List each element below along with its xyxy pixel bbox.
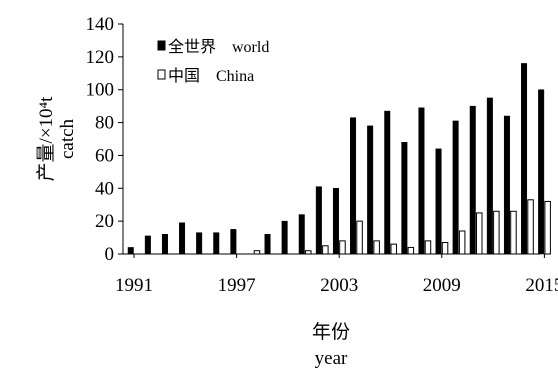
bar-world-2002 bbox=[315, 186, 322, 255]
bar-world-2007 bbox=[401, 142, 408, 255]
y-tick-label: 60 bbox=[95, 145, 114, 166]
x-axis-title-line2: year bbox=[315, 348, 348, 369]
legend: 全世界 world 中国 China bbox=[157, 38, 269, 85]
x-tick-label: 1991 bbox=[115, 275, 153, 296]
bar-world-2012 bbox=[486, 97, 493, 255]
bar-china-2002 bbox=[322, 245, 329, 255]
y-tick-label: 120 bbox=[86, 47, 115, 68]
bar-world-2008 bbox=[418, 107, 425, 255]
y-tick-label: 20 bbox=[95, 211, 114, 232]
bar-world-1996 bbox=[213, 232, 220, 255]
bar-china-2008 bbox=[424, 240, 432, 255]
y-tick-label: 0 bbox=[105, 244, 115, 265]
bar-china-2010 bbox=[458, 230, 466, 255]
y-axis-title-line2: catch bbox=[57, 118, 78, 159]
y-axis-ticks: 0 20 40 60 80 100 120 140 bbox=[86, 14, 123, 265]
y-tick-label: 100 bbox=[86, 80, 115, 101]
bar-world-1995 bbox=[196, 232, 203, 255]
bar-china-2003 bbox=[339, 240, 346, 255]
bar-world-1997 bbox=[230, 229, 237, 255]
x-tick-label: 2003 bbox=[320, 275, 358, 296]
legend-world-swatch bbox=[157, 40, 166, 51]
bar-world-2014 bbox=[521, 63, 528, 255]
bar-world-2006 bbox=[384, 110, 391, 255]
x-tick-label: 2015 bbox=[525, 275, 558, 296]
bar-world-1991 bbox=[127, 247, 134, 255]
bar-world-1993 bbox=[161, 234, 168, 255]
bar-world-2009 bbox=[435, 148, 442, 255]
bar-china-2014 bbox=[527, 199, 534, 255]
bar-china-2007 bbox=[407, 246, 415, 255]
bar-china-2011 bbox=[476, 212, 483, 255]
bar-world-2000 bbox=[281, 220, 288, 255]
bar-world-2010 bbox=[452, 120, 459, 255]
bar-china-2012 bbox=[493, 210, 500, 255]
bar-china-2006 bbox=[390, 243, 397, 255]
bar-world-1999 bbox=[264, 234, 271, 255]
x-axis-ticks: 1991 1997 2003 2009 2015 bbox=[115, 254, 558, 296]
bar-world-1994 bbox=[179, 222, 186, 255]
y-tick-label: 140 bbox=[86, 14, 115, 35]
bar-world-2013 bbox=[503, 115, 510, 255]
legend-world-label: 全世界 world bbox=[168, 38, 269, 56]
legend-china-swatch bbox=[157, 69, 166, 80]
x-axis-title-line1: 年份 bbox=[312, 321, 350, 343]
bar-world-1992 bbox=[144, 235, 151, 255]
bar-china-2005 bbox=[373, 240, 380, 255]
bar-china-2009 bbox=[441, 242, 449, 255]
bar-china-2015 bbox=[544, 200, 551, 255]
bar-world-2003 bbox=[332, 188, 339, 255]
y-axis-title-line1: 产量/×10⁴t bbox=[35, 96, 57, 182]
bar-world-2011 bbox=[469, 105, 476, 255]
legend-china-label: 中国 China bbox=[168, 67, 254, 85]
bar-world-2004 bbox=[350, 117, 357, 255]
x-tick-label: 2009 bbox=[423, 275, 461, 296]
y-tick-label: 40 bbox=[95, 178, 114, 199]
x-tick-label: 1997 bbox=[218, 275, 256, 296]
y-tick-label: 80 bbox=[95, 113, 114, 134]
bars-group bbox=[127, 63, 551, 255]
bar-china-2013 bbox=[510, 210, 517, 255]
bar-world-2005 bbox=[367, 125, 374, 255]
bar-world-2001 bbox=[298, 214, 305, 255]
bar-china-2004 bbox=[356, 220, 363, 255]
bar-world-2015 bbox=[538, 89, 545, 255]
